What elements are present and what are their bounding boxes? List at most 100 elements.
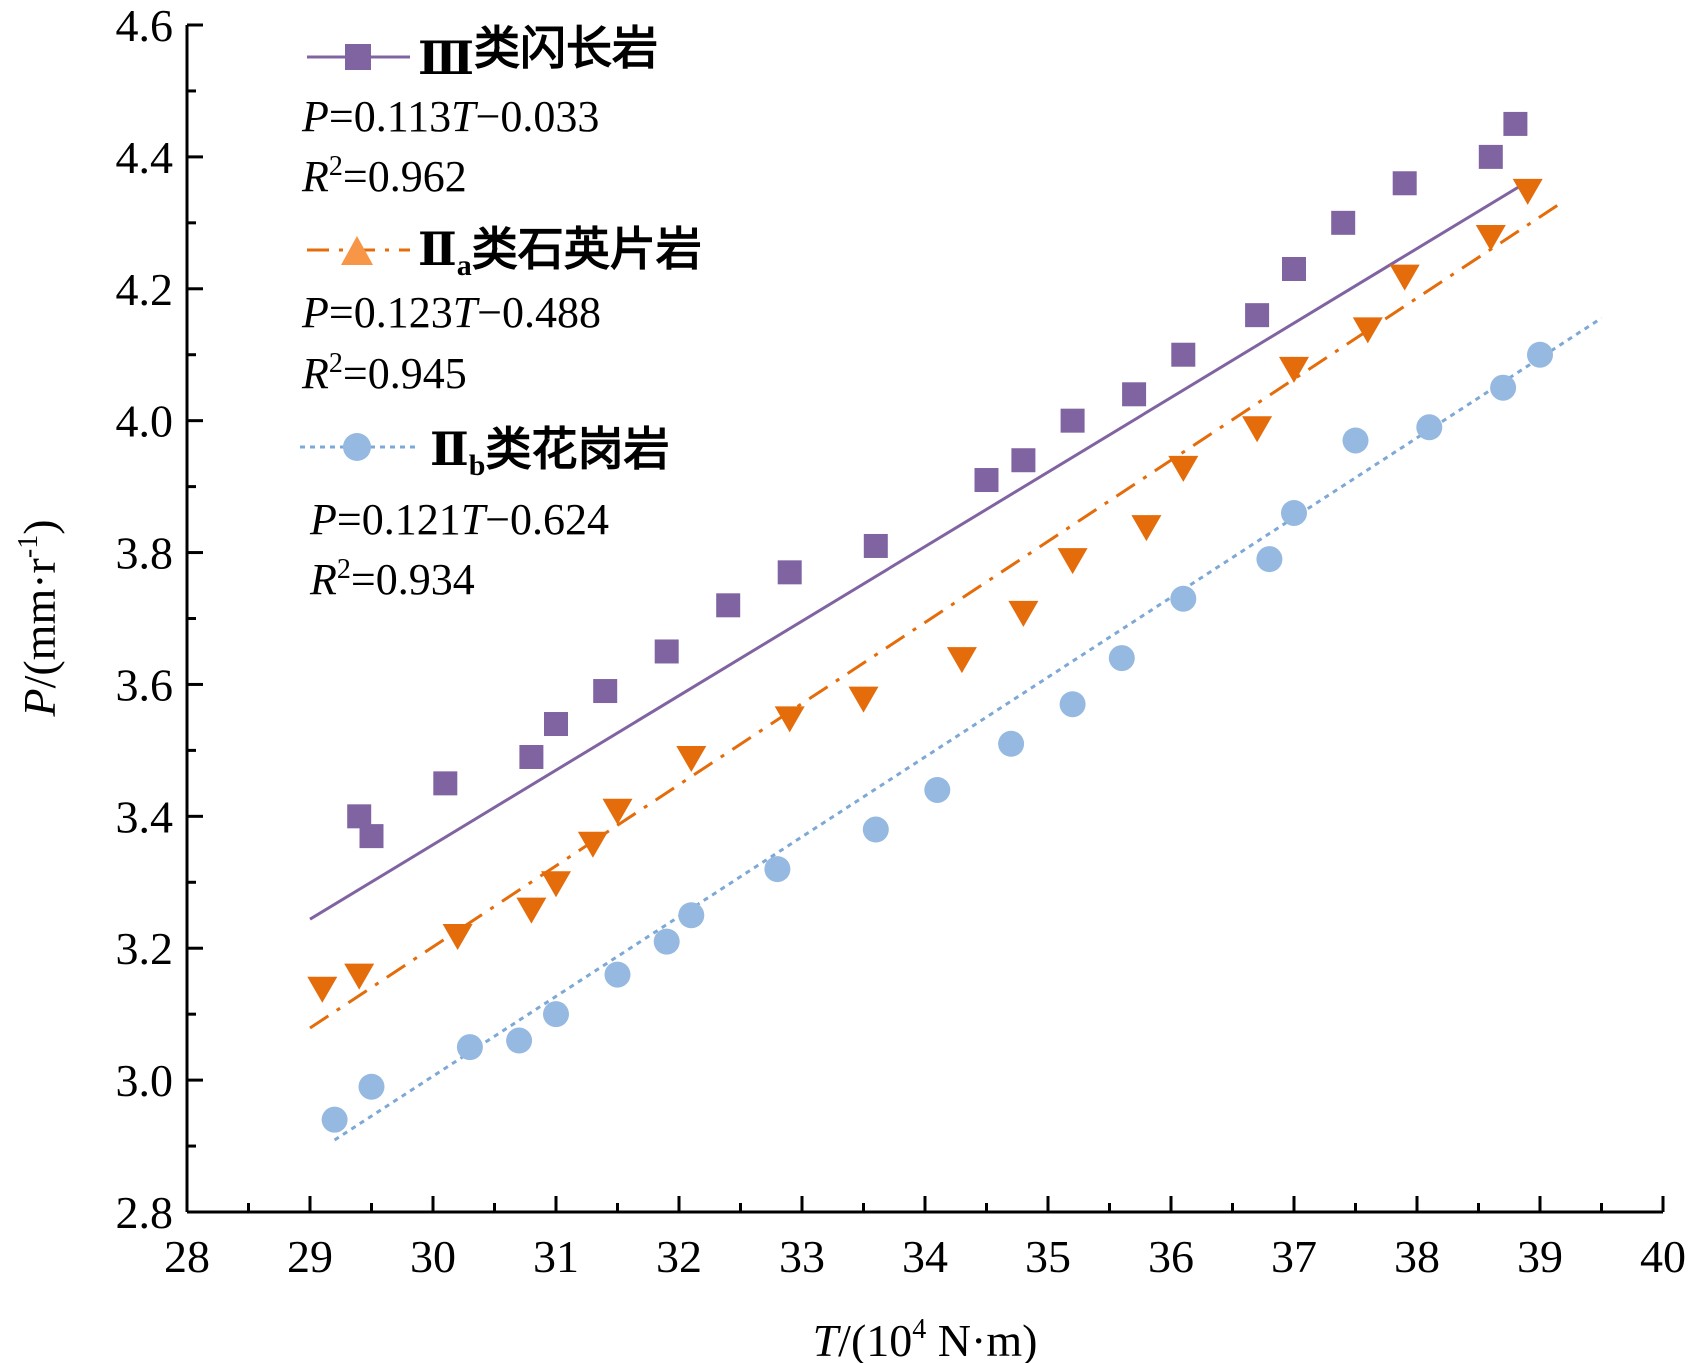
data-point-s1 bbox=[974, 468, 999, 493]
data-point-s2 bbox=[1242, 416, 1273, 443]
data-point-s1 bbox=[863, 533, 888, 558]
legend-marker-s3 bbox=[343, 433, 371, 461]
data-point-s1 bbox=[1282, 256, 1306, 281]
data-point-s2 bbox=[946, 647, 977, 674]
legend-entry-s3: Ⅱb类花岗岩 P=0.121T−0.624 R2=0.934 bbox=[300, 424, 669, 604]
x-tick-label: 31 bbox=[533, 1231, 579, 1282]
x-tick-label: 36 bbox=[1148, 1231, 1194, 1282]
data-point-s1 bbox=[1331, 210, 1356, 235]
data-point-s2 bbox=[577, 831, 608, 858]
r2-s3: R2=0.934 bbox=[309, 554, 475, 604]
data-point-s2 bbox=[1389, 264, 1420, 291]
data-point-s2 bbox=[541, 871, 571, 898]
data-point-s3 bbox=[1527, 341, 1553, 368]
y-tick-label: 3.4 bbox=[116, 791, 174, 842]
y-tick-label: 2.8 bbox=[116, 1187, 174, 1238]
data-point-s1 bbox=[359, 824, 384, 849]
y-axis-title: P/(mm·r-1) bbox=[13, 519, 65, 717]
data-point-s3 bbox=[1342, 427, 1369, 454]
data-point-s1 bbox=[544, 712, 568, 737]
data-point-s3 bbox=[1281, 499, 1307, 526]
x-tick-label: 33 bbox=[779, 1231, 825, 1282]
data-point-s3 bbox=[1059, 691, 1086, 718]
data-point-s1 bbox=[1503, 111, 1528, 136]
data-point-s1 bbox=[433, 771, 458, 796]
y-tick-label: 4.2 bbox=[116, 264, 174, 315]
data-point-s2 bbox=[1279, 356, 1309, 383]
data-point-s1 bbox=[519, 744, 544, 769]
data-point-s3 bbox=[506, 1027, 533, 1054]
data-point-s1 bbox=[1122, 382, 1147, 407]
data-point-s3 bbox=[1416, 414, 1443, 441]
data-point-s3 bbox=[1256, 546, 1283, 573]
legend-marker-s1 bbox=[345, 44, 371, 70]
data-point-s1 bbox=[1245, 303, 1270, 328]
data-point-s3 bbox=[1490, 374, 1517, 401]
data-point-s3 bbox=[604, 961, 631, 988]
y-tick-label: 4.4 bbox=[116, 132, 174, 183]
data-point-s3 bbox=[653, 928, 680, 955]
data-point-s3 bbox=[543, 1001, 569, 1028]
y-tick-label: 3.8 bbox=[116, 528, 174, 579]
fit-line-s1 bbox=[309, 180, 1529, 921]
data-point-s2 bbox=[516, 897, 547, 924]
data-point-s3 bbox=[678, 902, 705, 929]
r2-s2: R2=0.945 bbox=[301, 348, 467, 398]
data-point-s1 bbox=[716, 593, 741, 618]
x-tick-label: 29 bbox=[287, 1231, 333, 1282]
data-point-s2 bbox=[1057, 548, 1088, 575]
y-tick-label: 4.0 bbox=[116, 396, 174, 447]
x-axis-title: T/(104 N·m) bbox=[813, 1314, 1038, 1363]
data-point-s1 bbox=[654, 639, 679, 664]
data-point-s2 bbox=[774, 706, 805, 733]
x-tick-label: 34 bbox=[902, 1231, 948, 1282]
y-tick-label: 3.6 bbox=[116, 659, 174, 710]
data-point-s2 bbox=[1008, 600, 1039, 627]
data-point-s2 bbox=[1168, 455, 1199, 482]
legend-marker-s2 bbox=[341, 236, 373, 265]
x-tick-label: 30 bbox=[410, 1231, 456, 1282]
legend-label-s2: Ⅱa类石英片岩 bbox=[418, 224, 702, 282]
x-tick-label: 40 bbox=[1640, 1231, 1686, 1282]
data-point-s2 bbox=[602, 798, 633, 825]
axes bbox=[185, 25, 1663, 1214]
x-tick-label: 37 bbox=[1271, 1231, 1317, 1282]
data-point-s2 bbox=[307, 976, 338, 1003]
r2-s1: R2=0.962 bbox=[301, 151, 467, 201]
legend: Ⅲ类闪长岩 P=0.113T−0.033 R2=0.962 Ⅱa类石英片岩 P=… bbox=[300, 23, 702, 604]
data-point-s3 bbox=[764, 856, 791, 883]
legend-label-s1: Ⅲ类闪长岩 bbox=[418, 23, 658, 84]
data-point-s1 bbox=[1392, 171, 1417, 196]
x-tick-label: 39 bbox=[1517, 1231, 1563, 1282]
y-ticks: 2.8 3.0 3.2 3.4 3.6 3.8 4.0 4.2 4.4 4.6 bbox=[116, 0, 203, 1238]
data-point-s2 bbox=[1512, 178, 1543, 205]
data-point-s3 bbox=[998, 730, 1025, 757]
data-markers bbox=[307, 111, 1553, 1133]
data-point-s1 bbox=[1478, 144, 1503, 169]
data-point-s3 bbox=[1108, 645, 1135, 672]
data-point-s3 bbox=[456, 1034, 483, 1061]
data-point-s2 bbox=[1131, 515, 1162, 542]
data-point-s1 bbox=[1171, 342, 1196, 367]
legend-entry-s1: Ⅲ类闪长岩 P=0.113T−0.033 R2=0.962 bbox=[301, 23, 658, 201]
data-point-s2 bbox=[442, 924, 473, 951]
equation-s3: P=0.121T−0.624 bbox=[309, 495, 609, 544]
x-tick-label: 38 bbox=[1394, 1231, 1440, 1282]
x-tick-label: 35 bbox=[1025, 1231, 1071, 1282]
x-tick-label: 28 bbox=[164, 1231, 210, 1282]
x-tick-label: 32 bbox=[656, 1231, 702, 1282]
data-point-s2 bbox=[676, 745, 707, 772]
x-ticks: 28 29 30 31 32 33 34 35 36 37 38 39 40 bbox=[164, 1196, 1686, 1282]
fit-line-s2 bbox=[309, 199, 1566, 1030]
legend-label-s3: Ⅱb类花岗岩 bbox=[430, 424, 669, 482]
data-point-s2 bbox=[1475, 225, 1506, 252]
data-point-s3 bbox=[924, 776, 951, 803]
data-point-s1 bbox=[1011, 448, 1036, 473]
equation-s2: P=0.123T−0.488 bbox=[301, 288, 601, 337]
data-point-s2 bbox=[1352, 317, 1383, 344]
equation-s1: P=0.113T−0.033 bbox=[301, 92, 599, 141]
data-point-s3 bbox=[862, 816, 889, 843]
y-tick-label: 3.0 bbox=[116, 1055, 174, 1106]
data-point-s1 bbox=[777, 560, 802, 585]
